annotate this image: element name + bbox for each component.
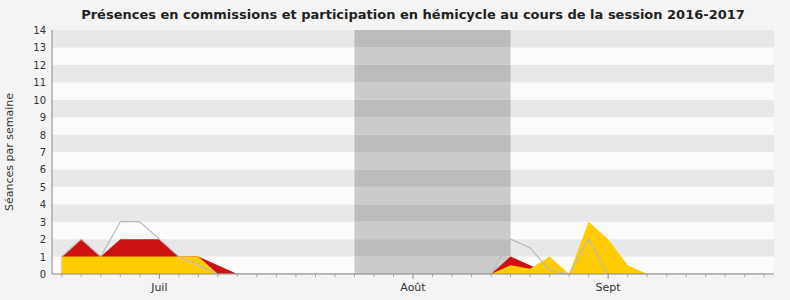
x-minor-tick [334,274,335,277]
x-minor-tick [569,274,570,277]
band-stripe [354,152,510,169]
y-tick-label: 14 [33,25,46,36]
band-stripe [354,65,510,82]
stripe [52,169,774,186]
x-minor-tick [530,274,531,277]
plot-area [52,30,774,274]
chart: 01234567891011121314JuilAoûtSeptSéances … [0,0,790,300]
background [0,0,790,300]
x-minor-tick [61,274,62,277]
x-minor-tick [491,274,492,277]
area [62,222,764,274]
stripe [52,100,774,117]
stripe [52,222,774,239]
y-tick-label: 12 [33,60,46,71]
x-tick [159,274,160,279]
y-tick-label: 11 [33,77,46,88]
band-stripe [354,204,510,221]
x-minor-tick [686,274,687,277]
x-minor-tick [120,274,121,277]
y-tick-label: 9 [40,112,46,123]
x-minor-tick [100,274,101,277]
x-minor-tick [725,274,726,277]
x-minor-tick [432,274,433,277]
y-tick-label: 6 [40,164,46,175]
x-minor-tick [393,274,394,277]
x-minor-tick [764,274,765,277]
x-minor-tick [471,274,472,277]
stripe [52,47,774,64]
x-minor-tick [647,274,648,277]
band-stripe [354,47,510,64]
x-tick [413,274,414,279]
y-tick-label: 4 [40,199,46,210]
title: Présences en commissions et participatio… [81,7,745,22]
y-tick-label: 1 [40,252,46,263]
shaded-band [354,30,510,274]
stripe [52,204,774,221]
band-stripe [354,82,510,99]
stripe [52,135,774,152]
y-tick-label: 10 [33,95,46,106]
x-tick [608,274,609,279]
x-minor-tick [666,274,667,277]
stripe [52,65,774,82]
x-minor-tick [315,274,316,277]
band-stripe [354,187,510,204]
y-tick-label: 0 [40,269,46,280]
x-minor-tick [744,274,745,277]
y-tick-label: 2 [40,234,46,245]
band-stripe [354,169,510,186]
x-minor-tick [373,274,374,277]
band-stripe [354,135,510,152]
stripe [52,117,774,134]
stripe [52,30,774,47]
band-stripe [354,100,510,117]
band-stripe [354,30,510,47]
x-minor-tick [705,274,706,277]
x-tick-label: Sept [596,281,622,294]
band-stripe [354,239,510,256]
x-minor-tick [627,274,628,277]
stripe [52,187,774,204]
x-minor-tick [81,274,82,277]
x-minor-tick [588,274,589,277]
x-tick-label: Août [400,281,426,294]
x-minor-tick [276,274,277,277]
line [62,222,764,274]
y-tick-label: 7 [40,147,46,158]
x-minor-tick [354,274,355,277]
x-minor-tick [178,274,179,277]
x-minor-tick [198,274,199,277]
y-axis-line [52,30,53,274]
axes: 01234567891011121314JuilAoûtSept [33,25,774,294]
x-minor-tick [256,274,257,277]
x-minor-tick [139,274,140,277]
y-axis-label: Séances par semaine [3,93,16,211]
x-minor-tick [510,274,511,277]
x-minor-tick [549,274,550,277]
stripe [52,152,774,169]
x-minor-tick [295,274,296,277]
x-minor-tick [217,274,218,277]
y-tick-label: 13 [33,42,46,53]
y-tick-label: 3 [40,217,46,228]
y-tick-label: 8 [40,130,46,141]
x-tick-label: Juil [150,281,167,294]
x-minor-tick [237,274,238,277]
y-tick-label: 5 [40,182,46,193]
stripe [52,82,774,99]
band-stripe [354,257,510,274]
band-stripe [354,222,510,239]
x-minor-tick [452,274,453,277]
band-stripe [354,117,510,134]
